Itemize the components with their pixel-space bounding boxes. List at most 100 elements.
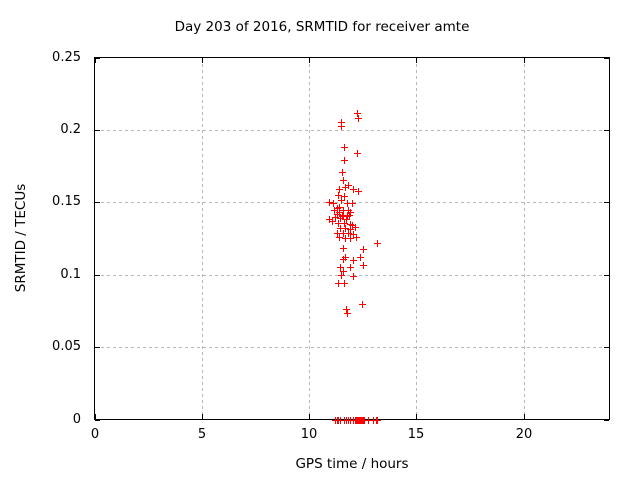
data-point-marker	[337, 225, 344, 232]
gridline-vertical	[524, 58, 525, 419]
data-point-marker	[352, 224, 359, 231]
data-point-marker	[350, 273, 357, 280]
data-point-marker	[343, 306, 350, 313]
y-tick-label: 0.15	[52, 194, 81, 209]
y-tick-label: 0.05	[52, 339, 81, 354]
data-point-marker	[350, 186, 357, 193]
x-tick-label: 0	[90, 427, 100, 442]
data-point-marker	[345, 207, 352, 214]
data-point-marker	[357, 254, 364, 261]
data-point-marker	[354, 110, 361, 117]
data-point-marker	[339, 213, 346, 220]
data-point-marker	[341, 280, 348, 287]
data-point-marker	[340, 177, 347, 184]
data-point-marker	[340, 230, 347, 237]
data-point-marker	[347, 221, 354, 228]
data-point-marker	[347, 209, 354, 216]
x-tick-mark	[309, 414, 310, 419]
data-point-marker	[342, 235, 349, 242]
y-tick-mark	[604, 347, 609, 348]
data-point-marker	[336, 186, 343, 193]
data-point-marker	[374, 417, 381, 424]
data-point-marker	[350, 257, 357, 264]
data-point-marker	[353, 234, 360, 241]
data-point-marker	[359, 301, 366, 308]
data-point-marker	[338, 119, 345, 126]
x-tick-mark	[416, 58, 417, 63]
data-point-marker	[342, 254, 349, 261]
data-point-marker	[345, 230, 352, 237]
x-tick-mark	[95, 414, 96, 419]
data-point-marker	[350, 231, 357, 238]
data-point-marker	[334, 230, 341, 237]
y-tick-label: 0.25	[52, 50, 81, 65]
x-tick-mark	[95, 58, 96, 63]
x-tick-mark	[202, 414, 203, 419]
data-point-marker	[336, 204, 343, 211]
data-point-marker	[336, 209, 343, 216]
data-point-marker	[340, 256, 347, 263]
data-point-marker	[355, 188, 362, 195]
data-point-marker	[337, 215, 344, 222]
y-tick-label: 0	[72, 412, 81, 427]
data-point-marker	[346, 212, 353, 219]
x-tick-mark	[416, 414, 417, 419]
plot-area	[94, 57, 610, 424]
y-tick-mark	[95, 275, 100, 276]
data-point-marker	[349, 200, 356, 207]
data-point-marker	[340, 245, 347, 252]
data-point-marker	[336, 234, 343, 241]
data-point-marker	[330, 200, 337, 207]
data-point-marker	[341, 220, 348, 227]
x-tick-label: 10	[300, 427, 318, 442]
data-point-marker	[332, 214, 339, 221]
data-point-marker	[341, 144, 348, 151]
gridline-vertical	[202, 58, 203, 419]
data-point-marker	[341, 157, 348, 164]
data-point-marker	[340, 207, 347, 214]
data-point-marker	[360, 246, 367, 253]
data-point-marker	[347, 235, 354, 242]
gridline-horizontal	[95, 347, 609, 348]
data-point-marker	[343, 216, 350, 223]
data-point-marker	[349, 222, 356, 229]
chart-title: Day 203 of 2016, SRMTID for receiver amt…	[174, 19, 470, 35]
data-point-marker	[342, 225, 349, 232]
data-point-marker	[335, 220, 342, 227]
data-point-marker	[335, 192, 342, 199]
x-tick-label: 20	[515, 427, 533, 442]
data-point-marker	[339, 169, 346, 176]
data-point-marker	[365, 417, 372, 424]
data-point-marker	[361, 417, 368, 424]
x-tick-mark	[309, 58, 310, 63]
data-point-marker	[355, 115, 362, 122]
data-point-marker	[342, 184, 349, 191]
x-axis-label: GPS time / hours	[295, 456, 409, 472]
data-point-marker	[340, 268, 347, 275]
y-tick-mark	[604, 202, 609, 203]
x-tick-label: 15	[407, 427, 425, 442]
y-tick-label: 0.2	[60, 122, 81, 137]
data-point-marker	[374, 240, 381, 247]
data-point-marker	[337, 264, 344, 271]
x-tick-mark	[202, 58, 203, 63]
gridline-vertical	[416, 58, 417, 419]
data-point-marker	[337, 417, 344, 424]
data-point-marker	[326, 199, 333, 206]
data-point-marker	[360, 262, 367, 269]
gridline-horizontal	[95, 130, 609, 131]
data-point-marker	[338, 272, 345, 279]
data-point-marker	[335, 280, 342, 287]
data-point-marker	[341, 193, 348, 200]
data-point-marker	[334, 211, 341, 218]
data-point-marker	[347, 226, 354, 233]
x-tick-label: 5	[197, 427, 207, 442]
data-point-marker	[354, 150, 361, 157]
y-tick-label: 0.1	[60, 267, 81, 282]
data-point-marker	[344, 213, 351, 220]
data-point-marker	[345, 182, 352, 189]
x-tick-mark	[524, 58, 525, 63]
y-tick-mark	[95, 420, 100, 421]
data-point-marker	[347, 264, 354, 271]
